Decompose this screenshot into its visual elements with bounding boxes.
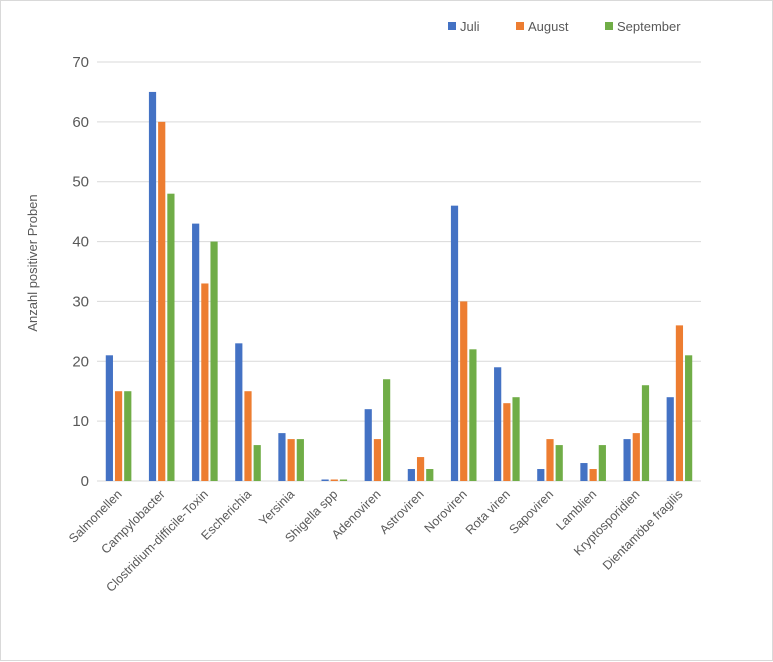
bar-august-0	[114, 391, 123, 481]
legend-swatch-august	[516, 22, 524, 30]
bar-august-12	[632, 433, 640, 481]
bar-september-11	[598, 445, 606, 481]
bar-juli-13	[666, 397, 674, 481]
bar-juli-12	[623, 439, 631, 481]
bar-september-6	[383, 379, 391, 481]
y-tick-label: 20	[72, 353, 89, 370]
legend-label-september: September	[617, 19, 681, 34]
bar-august-13	[675, 325, 684, 481]
bar-september-3	[253, 445, 261, 481]
legend-label-august: August	[528, 19, 569, 34]
bar-september-4	[296, 439, 304, 481]
x-category-label: Sapoviren	[506, 487, 556, 537]
bar-juli-0	[105, 355, 113, 481]
bar-august-8	[460, 301, 468, 481]
bar-august-9	[503, 403, 511, 481]
bar-august-6	[373, 439, 382, 481]
bar-august-11	[589, 469, 597, 481]
y-axis-ticks: 0 10 20 30 40 50 60 70	[72, 54, 89, 490]
y-axis-title: Anzahl positiver Proben	[25, 194, 40, 331]
bar-september-10	[555, 445, 563, 481]
bars	[105, 91, 693, 481]
bar-august-7	[416, 457, 425, 481]
legend-label-juli: Juli	[460, 19, 480, 34]
y-tick-label: 0	[81, 473, 89, 490]
y-tick-label: 10	[72, 413, 89, 430]
bar-september-2	[210, 241, 218, 481]
x-axis-categories: SalmonellenCampylobacterClostridium-diff…	[66, 487, 685, 595]
bar-september-0	[124, 391, 132, 481]
bar-september-5	[339, 479, 348, 481]
bar-juli-4	[278, 433, 286, 481]
bar-juli-3	[235, 343, 243, 481]
bar-august-3	[244, 391, 252, 481]
bar-juli-6	[364, 409, 372, 481]
bar-juli-2	[192, 223, 200, 481]
bar-august-2	[201, 283, 209, 481]
bar-juli-5	[321, 479, 329, 481]
bar-juli-9	[494, 367, 502, 481]
x-category-label: Yersinia	[256, 487, 297, 528]
bar-september-1	[167, 193, 175, 481]
bar-juli-7	[407, 469, 415, 481]
y-tick-label: 40	[72, 234, 89, 251]
gridlines	[97, 61, 701, 482]
bar-september-13	[685, 355, 693, 481]
bar-september-8	[469, 349, 477, 481]
bar-juli-10	[537, 469, 545, 481]
x-category-label: Rota viren	[463, 487, 513, 537]
y-tick-label: 60	[72, 114, 89, 131]
bar-august-5	[330, 479, 338, 481]
bar-juli-1	[148, 91, 157, 481]
x-category-label: Dientamöbe fragilis	[600, 487, 686, 573]
legend-swatch-juli	[448, 22, 456, 30]
y-tick-label: 30	[72, 293, 89, 310]
bar-juli-11	[580, 463, 588, 481]
x-category-label: Astroviren	[377, 487, 427, 537]
legend-swatch-september	[605, 22, 613, 30]
y-tick-label: 70	[72, 54, 89, 71]
bar-august-1	[158, 121, 166, 481]
y-tick-label: 50	[72, 174, 89, 191]
bar-september-9	[512, 397, 520, 481]
bar-september-12	[641, 385, 650, 481]
bar-august-4	[287, 439, 295, 481]
bar-juli-8	[450, 205, 459, 481]
bar-september-7	[426, 469, 434, 481]
bar-august-10	[546, 439, 554, 481]
legend: Juli August September	[448, 19, 681, 34]
